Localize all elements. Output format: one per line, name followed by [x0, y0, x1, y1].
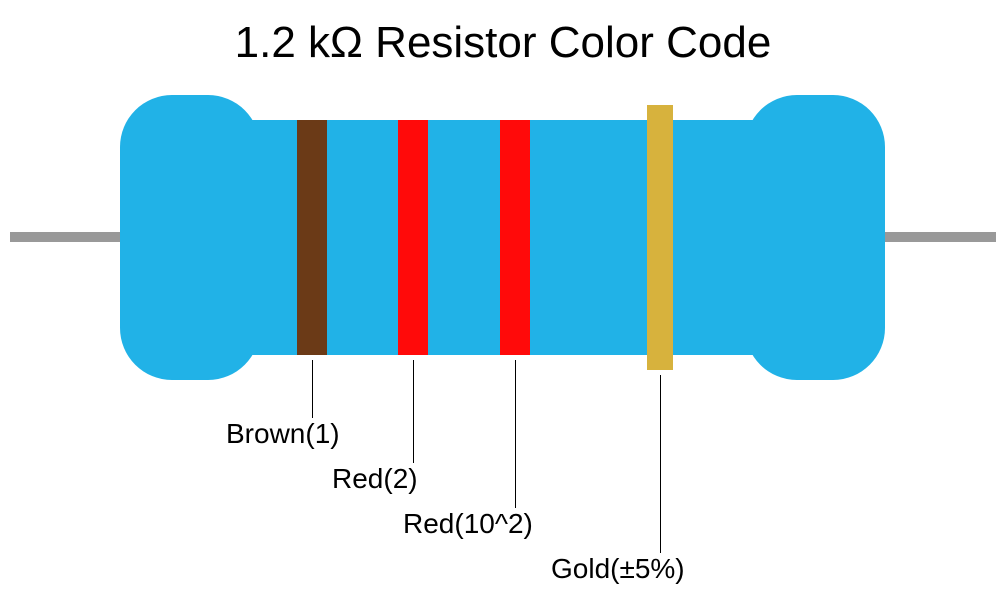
band-1	[297, 120, 327, 355]
band-3-leader	[515, 360, 516, 508]
band-1-leader	[312, 360, 313, 418]
band-3	[500, 120, 530, 355]
diagram-title: 1.2 kΩ Resistor Color Code	[0, 18, 1006, 68]
band-4	[647, 105, 673, 370]
band-2-label: Red(2)	[332, 463, 418, 495]
band-4-leader	[660, 375, 661, 553]
band-2	[398, 120, 428, 355]
band-4-label: Gold(±5%)	[551, 553, 685, 585]
band-1-label: Brown(1)	[226, 418, 340, 450]
band-2-leader	[413, 360, 414, 463]
band-3-label: Red(10^2)	[403, 508, 533, 540]
